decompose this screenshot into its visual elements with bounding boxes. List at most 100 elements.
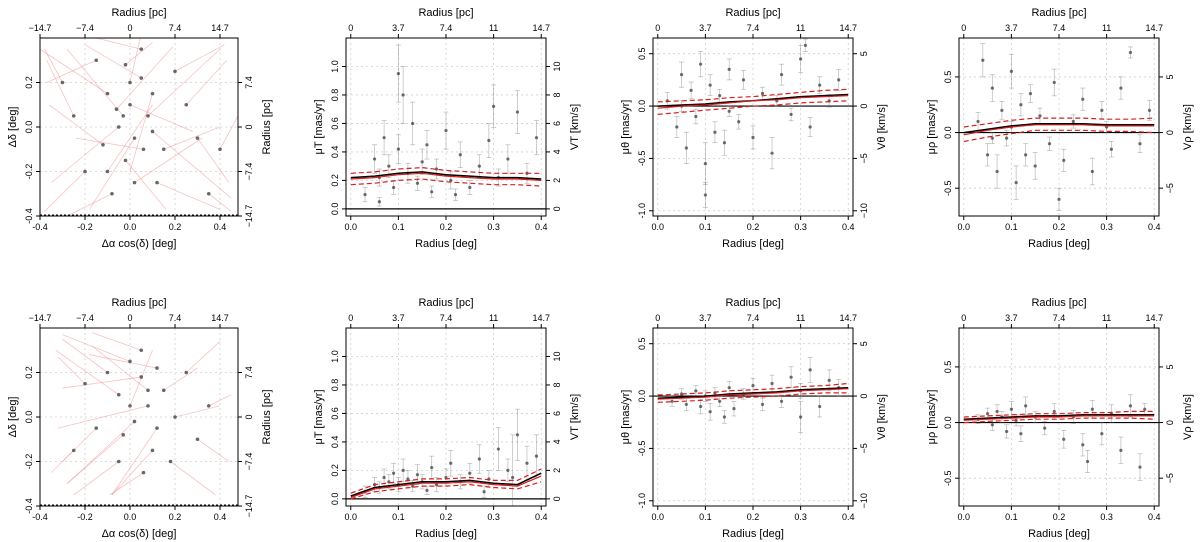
right-axis-title: Vρ [km/s]	[1182, 394, 1194, 440]
star-point	[83, 382, 87, 386]
x-tick-label: -0.4	[32, 222, 48, 232]
motion-vector	[112, 450, 153, 495]
y-tick-label: 0.5	[943, 71, 953, 84]
star-point	[218, 147, 222, 151]
data-point	[411, 122, 414, 125]
y-tick-label: -0.4	[24, 208, 34, 224]
star-point	[139, 375, 143, 379]
x-tick-label: 0.4	[842, 512, 855, 522]
top-tick-label: 14.7	[839, 23, 857, 33]
top-tick-label: 11	[1102, 23, 1111, 33]
panel-top-mutheta: 0.0 0.1 0.2 0.3 0.4 0 3.7 7.4 11 14.7 -1.0 -0.5 0.0 0…	[620, 7, 888, 250]
data-point	[516, 433, 519, 436]
grid	[40, 328, 238, 506]
y-tick-label: -0.5	[637, 441, 647, 457]
data-point	[986, 153, 989, 156]
star-point	[184, 371, 188, 375]
y-axis-title: Δδ [deg]	[7, 107, 19, 148]
motion-vector	[117, 47, 173, 109]
y-tick-label: -1.0	[637, 203, 647, 219]
data-point	[1005, 430, 1008, 433]
star-point	[139, 76, 143, 80]
data-point	[478, 457, 481, 460]
right-tick-label: 5	[859, 51, 869, 56]
panel-top-vec: -0.4 -0.2 0.0 0.2 0.4 −14.7 −7.4 0 7.4 14.7 -0.4 -0…	[7, 7, 273, 250]
data-point	[694, 115, 697, 118]
x-tick-label: -0.2	[77, 222, 93, 232]
star-point	[155, 181, 159, 185]
grid	[653, 328, 853, 506]
data-point	[732, 407, 735, 410]
motion-vector	[171, 462, 216, 495]
data-point	[516, 110, 519, 113]
star-point	[72, 114, 76, 118]
x-axis-title: Radius [deg]	[722, 528, 784, 540]
data-point	[685, 403, 688, 406]
data-point	[1091, 170, 1094, 173]
data-point	[680, 73, 683, 76]
x-tick-label: 0.3	[1100, 512, 1113, 522]
data-point	[425, 143, 428, 146]
data-point	[718, 94, 721, 97]
motion-vector	[130, 105, 193, 132]
data-point	[804, 44, 807, 47]
right-tick-label: −10	[859, 203, 869, 218]
y-tick-label: -0.5	[943, 470, 953, 486]
data-point	[709, 84, 712, 87]
star-point	[184, 103, 188, 107]
star-point	[133, 181, 137, 185]
data-point	[1143, 408, 1146, 411]
data-point	[728, 386, 731, 389]
data-point	[1138, 142, 1141, 145]
top-tick-label: 3.7	[392, 313, 405, 323]
data-point	[995, 410, 998, 413]
y-tick-label: 0.6	[330, 407, 340, 420]
x-axis-title: Radius [deg]	[1028, 238, 1090, 250]
motion-vector	[45, 172, 86, 212]
data-point	[1053, 81, 1056, 84]
motion-vector	[67, 435, 123, 484]
x-tick-label: 0.4	[535, 222, 548, 232]
star-point	[151, 130, 155, 134]
top-tick-label: −7.4	[76, 313, 94, 323]
star-point	[128, 81, 132, 85]
data-point	[1024, 153, 1027, 156]
x-tick-label: 0.2	[169, 512, 182, 522]
data-point	[995, 170, 998, 173]
data-point	[1138, 465, 1141, 468]
data-point	[770, 382, 773, 385]
star-point	[139, 47, 143, 51]
motion-vector	[96, 38, 141, 49]
data-point	[789, 113, 792, 116]
data-point	[430, 190, 433, 193]
x-tick-label: 0.1	[699, 512, 712, 522]
data-point	[694, 389, 697, 392]
y-tick-label: 0.0	[24, 411, 34, 424]
data-point	[986, 412, 989, 415]
right-axis-title: Radius [pc]	[261, 99, 273, 154]
star-point	[106, 371, 110, 375]
data-point	[1057, 198, 1060, 201]
data-point	[535, 455, 538, 458]
motion-vector	[45, 49, 63, 82]
star-point	[196, 136, 200, 140]
motion-vector	[49, 105, 103, 145]
top-tick-label: 0	[127, 313, 132, 323]
top-tick-label: 7.4	[169, 313, 182, 323]
data-point	[454, 193, 457, 196]
right-tick-label: −5	[1165, 473, 1175, 483]
top-tick-label: 3.7	[699, 313, 712, 323]
x-tick-label: 0.4	[214, 512, 227, 522]
motion-vector	[164, 127, 220, 149]
y-tick-label: 0.0	[637, 390, 647, 403]
data-point	[799, 415, 802, 418]
y-axis-title: Δδ [deg]	[7, 397, 19, 438]
y-tick-label: 1.0	[330, 350, 340, 363]
data-point	[1019, 103, 1022, 106]
top-tick-label: −14.7	[29, 23, 52, 33]
y-tick-label: 0.0	[943, 126, 953, 139]
motion-vector	[67, 194, 112, 216]
data-point	[718, 400, 721, 403]
x-tick-label: 0.4	[535, 512, 548, 522]
motion-vector	[164, 368, 198, 390]
